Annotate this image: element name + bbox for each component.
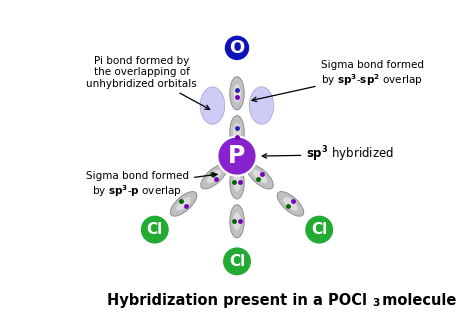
Circle shape (140, 215, 170, 245)
Ellipse shape (207, 170, 221, 184)
Text: O: O (229, 39, 245, 57)
Ellipse shape (283, 197, 298, 210)
Circle shape (222, 246, 252, 276)
Ellipse shape (176, 197, 191, 210)
Circle shape (224, 35, 250, 61)
Ellipse shape (200, 87, 225, 124)
Ellipse shape (247, 164, 273, 189)
Text: Pi bond formed by
the overlapping of
unhybridized orbitals: Pi bond formed by the overlapping of unh… (86, 56, 210, 109)
Text: Sigma bond formed
by $\mathbf{sp^3}$-$\mathbf{p}$ overlap: Sigma bond formed by $\mathbf{sp^3}$-$\m… (86, 171, 217, 199)
Ellipse shape (233, 173, 241, 191)
Text: 3: 3 (373, 298, 380, 308)
Ellipse shape (249, 87, 274, 124)
Ellipse shape (230, 77, 244, 110)
Text: Cl: Cl (146, 222, 163, 237)
Text: Cl: Cl (229, 254, 245, 269)
Ellipse shape (253, 170, 267, 184)
Ellipse shape (233, 212, 241, 230)
Ellipse shape (201, 164, 227, 189)
Circle shape (218, 136, 256, 176)
Ellipse shape (233, 84, 241, 102)
Text: Sigma bond formed
by $\mathbf{sp^3}$-$\mathbf{sp^2}$ overlap: Sigma bond formed by $\mathbf{sp^3}$-$\m… (252, 60, 424, 101)
Text: $\mathbf{sp^3}$ hybridized: $\mathbf{sp^3}$ hybridized (262, 145, 394, 165)
Text: Cl: Cl (311, 222, 328, 237)
Ellipse shape (230, 166, 244, 199)
Ellipse shape (277, 191, 304, 216)
Ellipse shape (230, 205, 244, 238)
Text: Hybridization present in a POCl: Hybridization present in a POCl (107, 293, 367, 308)
Ellipse shape (170, 191, 197, 216)
Circle shape (304, 215, 334, 245)
Text: molecule: molecule (377, 293, 456, 308)
Ellipse shape (233, 123, 241, 141)
Ellipse shape (230, 116, 244, 149)
Text: P: P (228, 144, 246, 168)
